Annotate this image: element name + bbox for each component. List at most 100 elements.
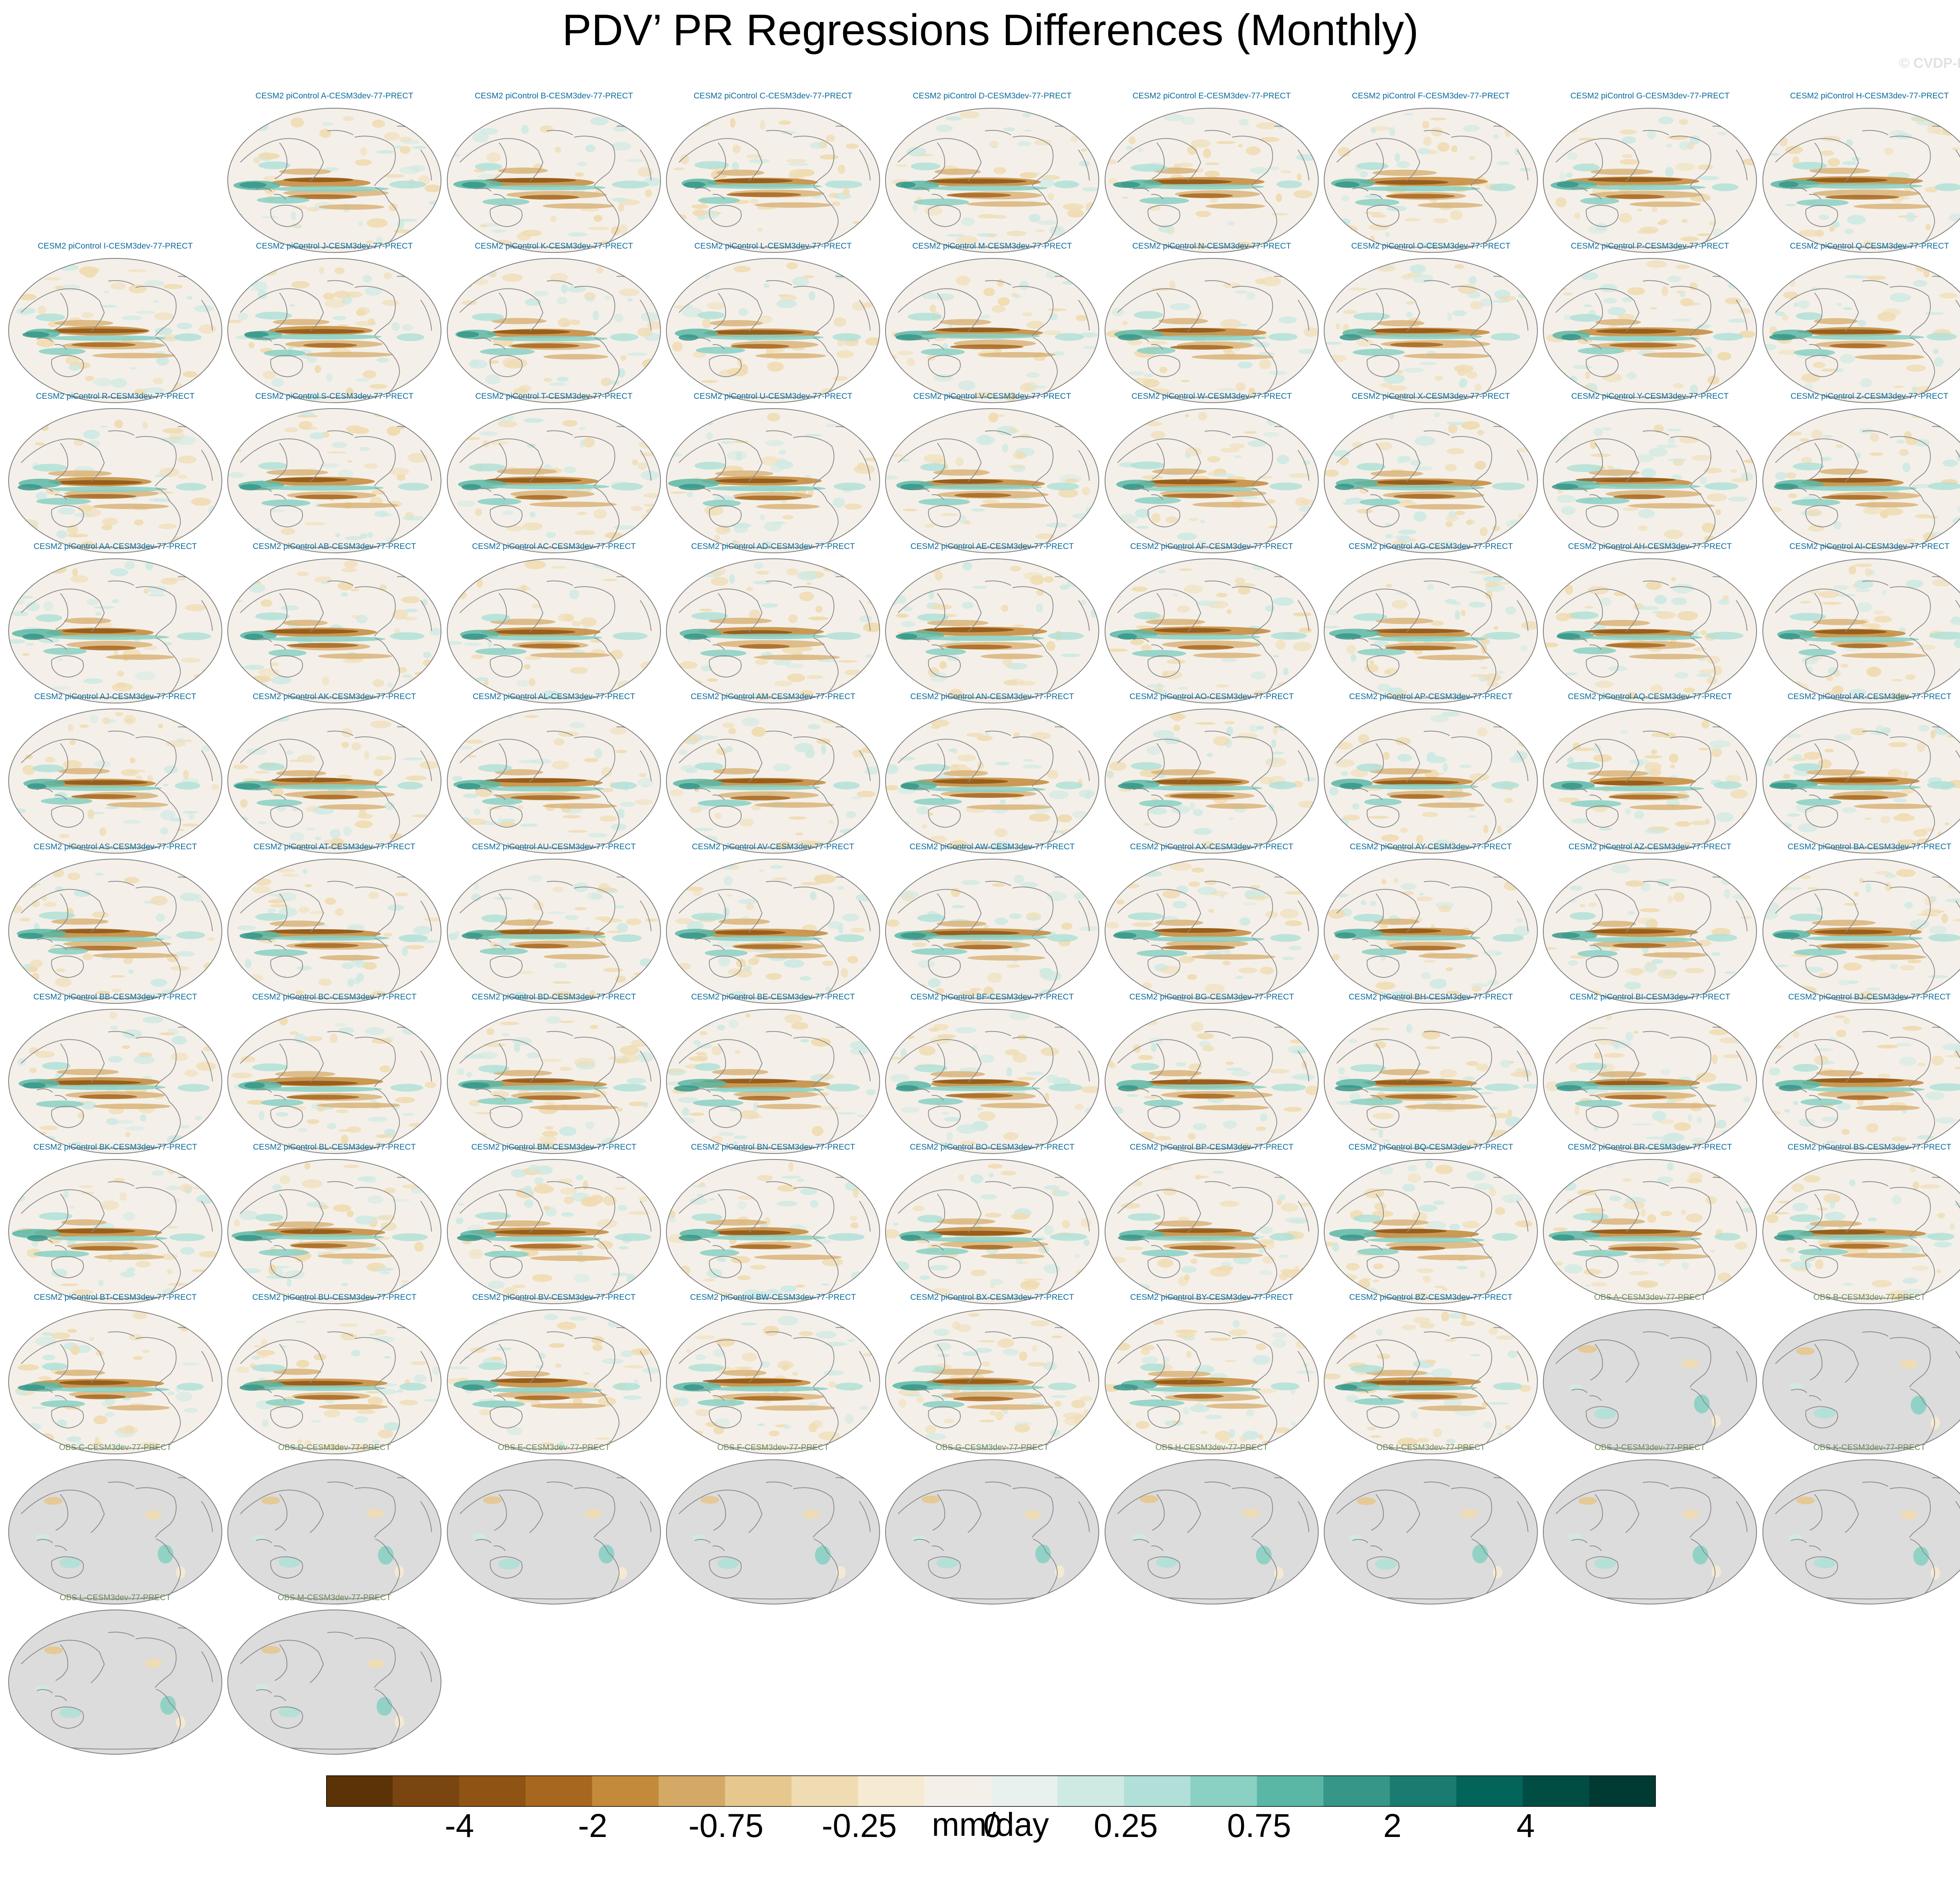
field-speckle: [1369, 660, 1374, 664]
negative-anomaly: [943, 770, 988, 777]
field-speckle: [153, 300, 159, 303]
positive-anomaly: [1269, 781, 1296, 789]
coastline: [1471, 638, 1497, 696]
field-speckle: [1074, 1104, 1084, 1110]
field-speckle: [837, 340, 845, 347]
field-speckle: [857, 462, 866, 471]
coastline: [490, 505, 523, 528]
field-speckle: [866, 584, 878, 595]
field-speckle: [133, 1055, 155, 1064]
field-speckle: [1954, 1045, 1960, 1053]
field-speckle: [243, 665, 265, 670]
positive-anomaly: [1350, 1098, 1403, 1105]
coastline: [1152, 293, 1165, 329]
coastline: [240, 438, 324, 482]
panel-title: CESM2 piControl N-CESM3dev-77-PRECT: [1132, 242, 1291, 251]
field-speckle: [1036, 603, 1043, 612]
negative-anomaly: [71, 794, 137, 799]
field-speckle: [425, 1081, 436, 1088]
coastline: [574, 436, 615, 487]
field-speckle: [242, 273, 251, 282]
field-speckle: [472, 132, 489, 143]
positive-anomaly: [258, 462, 288, 470]
field-speckle: [706, 302, 726, 310]
field-speckle: [424, 283, 441, 286]
field-speckle: [480, 225, 488, 227]
field-speckle: [1724, 261, 1733, 269]
field-speckle: [1801, 457, 1813, 463]
field-speckle: [1730, 469, 1737, 473]
field-speckle: [906, 358, 915, 367]
coastline: [135, 1037, 177, 1087]
field-speckle: [1304, 743, 1312, 746]
coastline: [55, 293, 69, 329]
field-speckle: [1129, 371, 1144, 376]
field-speckle: [1947, 414, 1955, 420]
field-speckle: [1877, 312, 1896, 322]
coastline: [354, 736, 396, 787]
coastline: [1367, 956, 1399, 978]
negative-anomaly: [1605, 643, 1666, 648]
field-speckle: [1083, 682, 1099, 690]
field-speckle: [1105, 560, 1121, 570]
field-speckle: [613, 525, 635, 530]
coastline: [594, 187, 620, 245]
field-speckle: [1288, 946, 1302, 950]
field-speckle: [1951, 711, 1960, 721]
field-speckle: [1717, 563, 1724, 567]
coastline: [1586, 956, 1619, 978]
field-speckle: [103, 290, 109, 294]
coastline: [1147, 505, 1180, 528]
positive-anomaly: [468, 463, 506, 471]
robinson-map: [8, 258, 222, 403]
field-speckle: [1026, 917, 1041, 921]
field-speckle: [1280, 908, 1299, 919]
field-speckle: [110, 282, 127, 290]
field-speckle: [351, 742, 361, 751]
field-speckle: [135, 671, 156, 681]
coastline: [375, 638, 400, 696]
field-speckle: [321, 122, 334, 126]
negative-anomaly: [722, 630, 792, 635]
field-speckle: [502, 273, 523, 282]
field-speckle: [374, 1134, 396, 1138]
field-speckle: [191, 498, 211, 506]
field-speckle: [1567, 152, 1578, 160]
field-speckle: [645, 918, 658, 922]
field-speckle: [641, 470, 659, 480]
field-speckle: [1276, 413, 1294, 420]
field-speckle: [1412, 274, 1434, 283]
negative-anomaly: [1642, 352, 1706, 358]
negative-anomaly: [1178, 193, 1233, 198]
field-speckle: [984, 731, 990, 738]
field-speckle: [194, 1116, 202, 1121]
coastline: [1298, 300, 1309, 331]
positive-anomaly: [1802, 784, 1921, 790]
field-speckle: [267, 908, 276, 913]
negative-anomaly: [923, 627, 1014, 632]
field-speckle: [680, 154, 690, 165]
positive-anomaly: [255, 913, 287, 921]
robinson-map: [1762, 859, 1960, 1004]
field-speckle: [671, 429, 679, 435]
positive-anomaly: [475, 648, 527, 655]
field-speckle: [1712, 665, 1722, 676]
positive-anomaly: [1276, 180, 1302, 189]
field-speckle: [1022, 312, 1033, 316]
field-speckle: [864, 458, 880, 461]
field-speckle: [1682, 957, 1690, 960]
coastline: [375, 1088, 400, 1146]
field-speckle: [140, 1114, 147, 1122]
field-speckle: [552, 886, 564, 893]
coastline: [1012, 586, 1054, 637]
map-panel: CESM2 piControl F-CESM3dev-77-PRECT: [1321, 89, 1541, 253]
field-speckle: [1197, 541, 1207, 543]
field-speckle: [734, 1050, 741, 1054]
field-speckle: [845, 811, 857, 818]
positive-anomaly: [1118, 783, 1144, 789]
field-speckle: [1185, 452, 1191, 459]
coastline: [51, 655, 84, 678]
field-speckle: [989, 140, 999, 148]
field-speckle: [1672, 583, 1694, 594]
field-speckle: [947, 656, 959, 661]
